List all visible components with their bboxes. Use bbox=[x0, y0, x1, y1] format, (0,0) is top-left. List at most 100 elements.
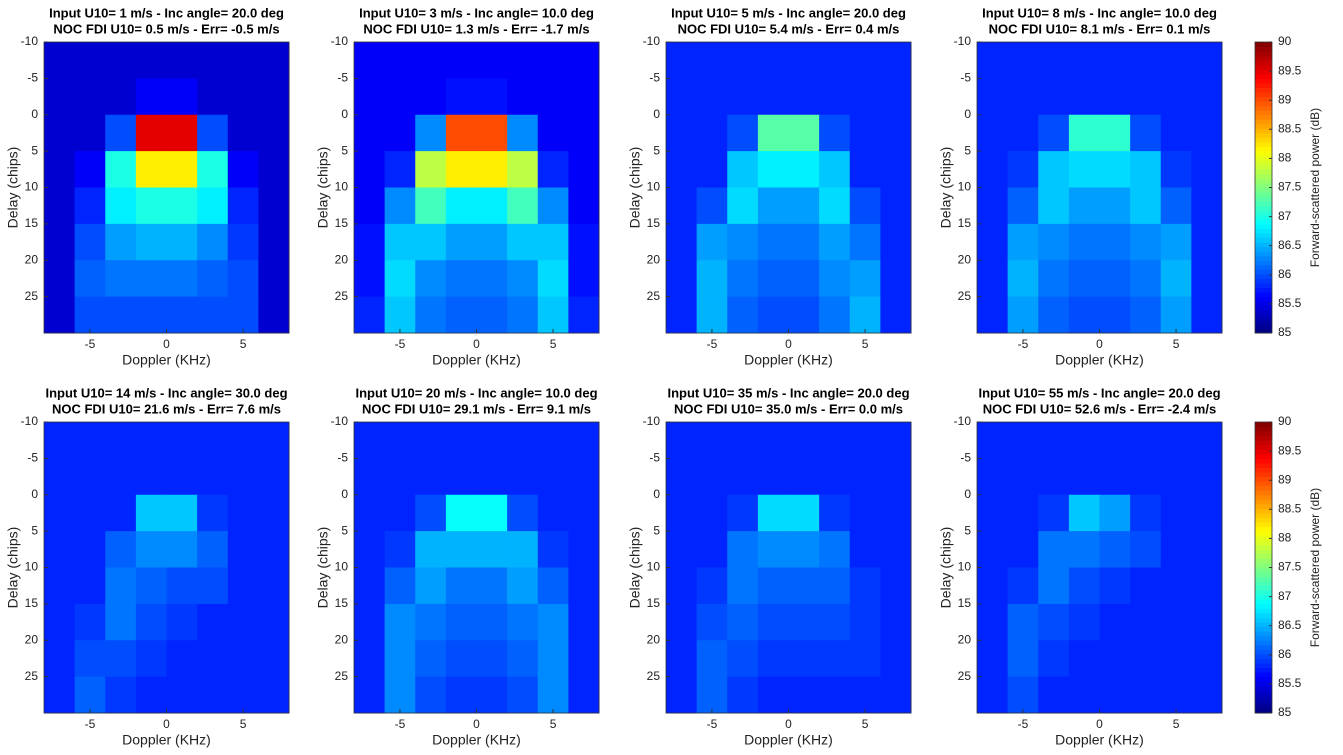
heatmap-cell bbox=[1038, 676, 1070, 714]
heatmap-cell bbox=[1191, 78, 1223, 116]
y-tick-label: 5 bbox=[341, 143, 348, 157]
y-tick-label: 15 bbox=[25, 596, 39, 610]
heatmap-cell bbox=[880, 114, 912, 152]
heatmap-cell bbox=[227, 151, 259, 188]
heatmap-cell bbox=[384, 78, 416, 116]
heatmap-cell bbox=[1068, 494, 1100, 532]
heatmap-cell bbox=[1160, 151, 1192, 188]
heatmap-cell bbox=[977, 223, 1009, 261]
heatmap-cell bbox=[1130, 567, 1162, 605]
heatmap-cell bbox=[727, 187, 759, 225]
y-axis-label: Delay (chips) bbox=[938, 147, 954, 229]
heatmap-cell bbox=[880, 603, 912, 641]
y-tick-label: -5 bbox=[27, 451, 38, 465]
colorbar-segment bbox=[1255, 653, 1272, 659]
heatmap-cell bbox=[977, 422, 1009, 459]
heatmap-cell bbox=[727, 114, 759, 152]
y-axis-label: Delay (chips) bbox=[315, 527, 331, 609]
heatmap-cell bbox=[849, 422, 881, 459]
colorbar-tick-label: 87 bbox=[1278, 209, 1292, 223]
heatmap-cell bbox=[354, 531, 386, 568]
heatmap-cell bbox=[537, 187, 569, 225]
y-tick-label: 0 bbox=[964, 107, 971, 121]
colorbar-segment bbox=[1255, 517, 1272, 523]
heatmap-cell bbox=[1130, 494, 1162, 532]
heatmap-cell bbox=[227, 422, 259, 459]
heatmap-cell bbox=[1160, 42, 1192, 79]
heatmap-cell bbox=[788, 603, 820, 641]
colorbar-segment bbox=[1255, 223, 1272, 229]
colorbar-segment bbox=[1255, 119, 1272, 125]
heatmap-cell bbox=[1160, 567, 1192, 605]
heatmap-cell bbox=[135, 640, 167, 678]
heatmap-cell bbox=[258, 260, 290, 298]
heatmap-cell bbox=[696, 114, 728, 152]
heatmap-cell bbox=[1130, 114, 1162, 152]
heatmap-cell bbox=[227, 78, 259, 116]
heatmap-cell bbox=[1191, 676, 1223, 714]
heatmap-cell bbox=[537, 223, 569, 261]
heatmap-cell bbox=[166, 78, 198, 116]
heatmap-cell bbox=[445, 458, 477, 496]
x-tick-label: -5 bbox=[707, 337, 718, 351]
y-tick-label: 15 bbox=[647, 216, 661, 230]
panel-subtitle: NOC FDI U10= 21.6 m/s - Err= 7.6 m/s bbox=[52, 401, 281, 416]
heatmap-cell bbox=[105, 260, 137, 298]
heatmap-cell bbox=[1191, 223, 1223, 261]
heatmap-cell bbox=[696, 296, 728, 334]
heatmap-cell bbox=[135, 223, 167, 261]
heatmap-cell bbox=[1068, 42, 1100, 79]
colorbar-tick-label: 90 bbox=[1278, 34, 1292, 48]
heatmap-cell bbox=[849, 296, 881, 334]
heatmap-cell bbox=[1068, 260, 1100, 298]
colorbar-segment bbox=[1255, 273, 1272, 279]
heatmap-cell bbox=[44, 422, 76, 459]
y-tick-label: -10 bbox=[331, 34, 349, 48]
colorbar-segment bbox=[1255, 187, 1272, 193]
x-axis-label: Doppler (KHz) bbox=[1055, 352, 1144, 368]
colorbar-segment bbox=[1255, 196, 1272, 202]
heatmap-cell bbox=[1191, 422, 1223, 459]
heatmap-cell bbox=[696, 603, 728, 641]
colorbar-tick-label: 86.5 bbox=[1278, 238, 1302, 252]
heatmap-cell bbox=[537, 676, 569, 714]
heatmap-cell bbox=[44, 260, 76, 298]
heatmap-cell bbox=[757, 223, 789, 261]
heatmap-cell bbox=[415, 296, 447, 334]
x-tick-label: 5 bbox=[240, 717, 247, 731]
x-tick-label: 0 bbox=[163, 717, 170, 731]
colorbar-segment bbox=[1255, 658, 1272, 664]
y-tick-label: -5 bbox=[337, 451, 348, 465]
colorbar-segment bbox=[1255, 96, 1272, 102]
heatmap-cell bbox=[819, 151, 851, 188]
heatmap-cell bbox=[666, 567, 698, 605]
heatmap-cell bbox=[849, 114, 881, 152]
heatmap-cell bbox=[476, 78, 508, 116]
colorbar-segment bbox=[1255, 264, 1272, 270]
heatmap-cell bbox=[880, 458, 912, 496]
y-tick-label: 0 bbox=[341, 107, 348, 121]
heatmap-cell bbox=[227, 458, 259, 496]
heatmap-cell bbox=[880, 42, 912, 79]
heatmap-cell bbox=[849, 260, 881, 298]
colorbar-segment bbox=[1255, 567, 1272, 573]
heatmap-cell bbox=[1130, 42, 1162, 79]
heatmap-cell bbox=[788, 296, 820, 334]
heatmap-cell bbox=[258, 567, 290, 605]
heatmap-cell bbox=[696, 458, 728, 496]
y-tick-label: 0 bbox=[964, 487, 971, 501]
x-tick-label: -5 bbox=[85, 337, 96, 351]
heatmap-cell bbox=[819, 640, 851, 678]
heatmap-cell bbox=[1068, 422, 1100, 459]
heatmap-cell bbox=[757, 422, 789, 459]
heatmap-cell bbox=[507, 114, 539, 152]
heatmap-cell bbox=[819, 78, 851, 116]
heatmap-cell bbox=[849, 42, 881, 79]
heatmap-cell bbox=[1068, 114, 1100, 152]
heatmap-cell bbox=[1160, 458, 1192, 496]
colorbar-segment bbox=[1255, 228, 1272, 234]
heatmap-cell bbox=[696, 42, 728, 79]
heatmap-cell bbox=[977, 640, 1009, 678]
heatmap-cell bbox=[1160, 422, 1192, 459]
y-tick-label: 25 bbox=[335, 289, 349, 303]
